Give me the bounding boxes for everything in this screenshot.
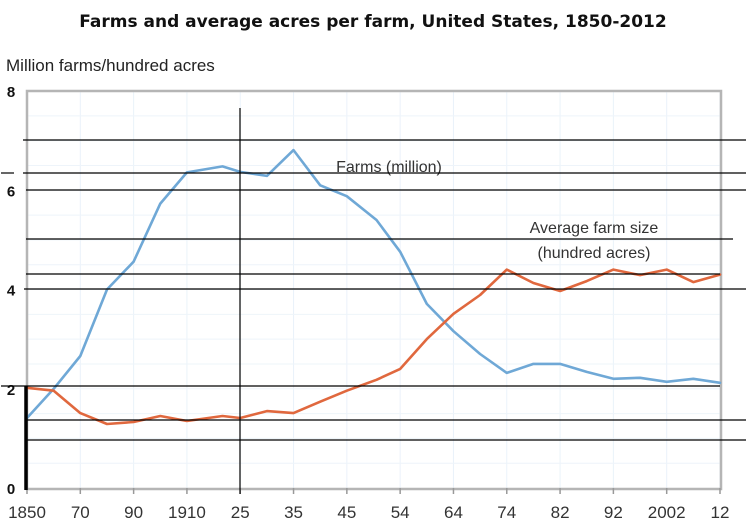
x-tick-label: 1910 — [168, 503, 206, 522]
farms-series-label: Farms (million) — [336, 159, 442, 176]
x-tick-label: 70 — [71, 503, 90, 522]
x-tick-label: 92 — [604, 503, 623, 522]
avg-farm-size-line — [25, 268, 722, 426]
x-tick-label: 64 — [444, 503, 463, 522]
x-tick-label: 82 — [551, 503, 570, 522]
x-tick-label: 1850 — [8, 503, 46, 522]
x-tick-label: 35 — [284, 503, 303, 522]
x-tick-label: 45 — [337, 503, 356, 522]
plot-frame — [25, 89, 723, 491]
y-axis: 0 2 4 6 8 — [7, 84, 16, 498]
y-tick-label: 4 — [7, 283, 16, 300]
annotation-overlay — [1, 108, 746, 494]
x-tick-label: 90 — [124, 503, 143, 522]
x-tick-label: 74 — [497, 503, 516, 522]
series-group — [25, 148, 722, 426]
x-tick-label: 54 — [391, 503, 410, 522]
y-tick-label: 0 — [7, 481, 15, 498]
x-axis: 1850 70 90 1910 25 35 45 54 64 74 82 92 2002 12 — [8, 488, 729, 522]
acres-series-label-line2: (hundred acres) — [538, 245, 651, 262]
x-tick-label: 12 — [711, 503, 730, 522]
x-tick-label: 25 — [231, 503, 250, 522]
y-tick-label: 2 — [7, 382, 15, 399]
chart-title: Farms and average acres per farm, United… — [79, 12, 666, 32]
y-tick-label: 6 — [7, 183, 15, 200]
acres-series-label-line1: Average farm size — [530, 220, 659, 237]
y-tick-label: 8 — [7, 84, 15, 101]
y-axis-label: Million farms/hundred acres — [6, 56, 215, 75]
x-tick-label: 2002 — [648, 503, 686, 522]
